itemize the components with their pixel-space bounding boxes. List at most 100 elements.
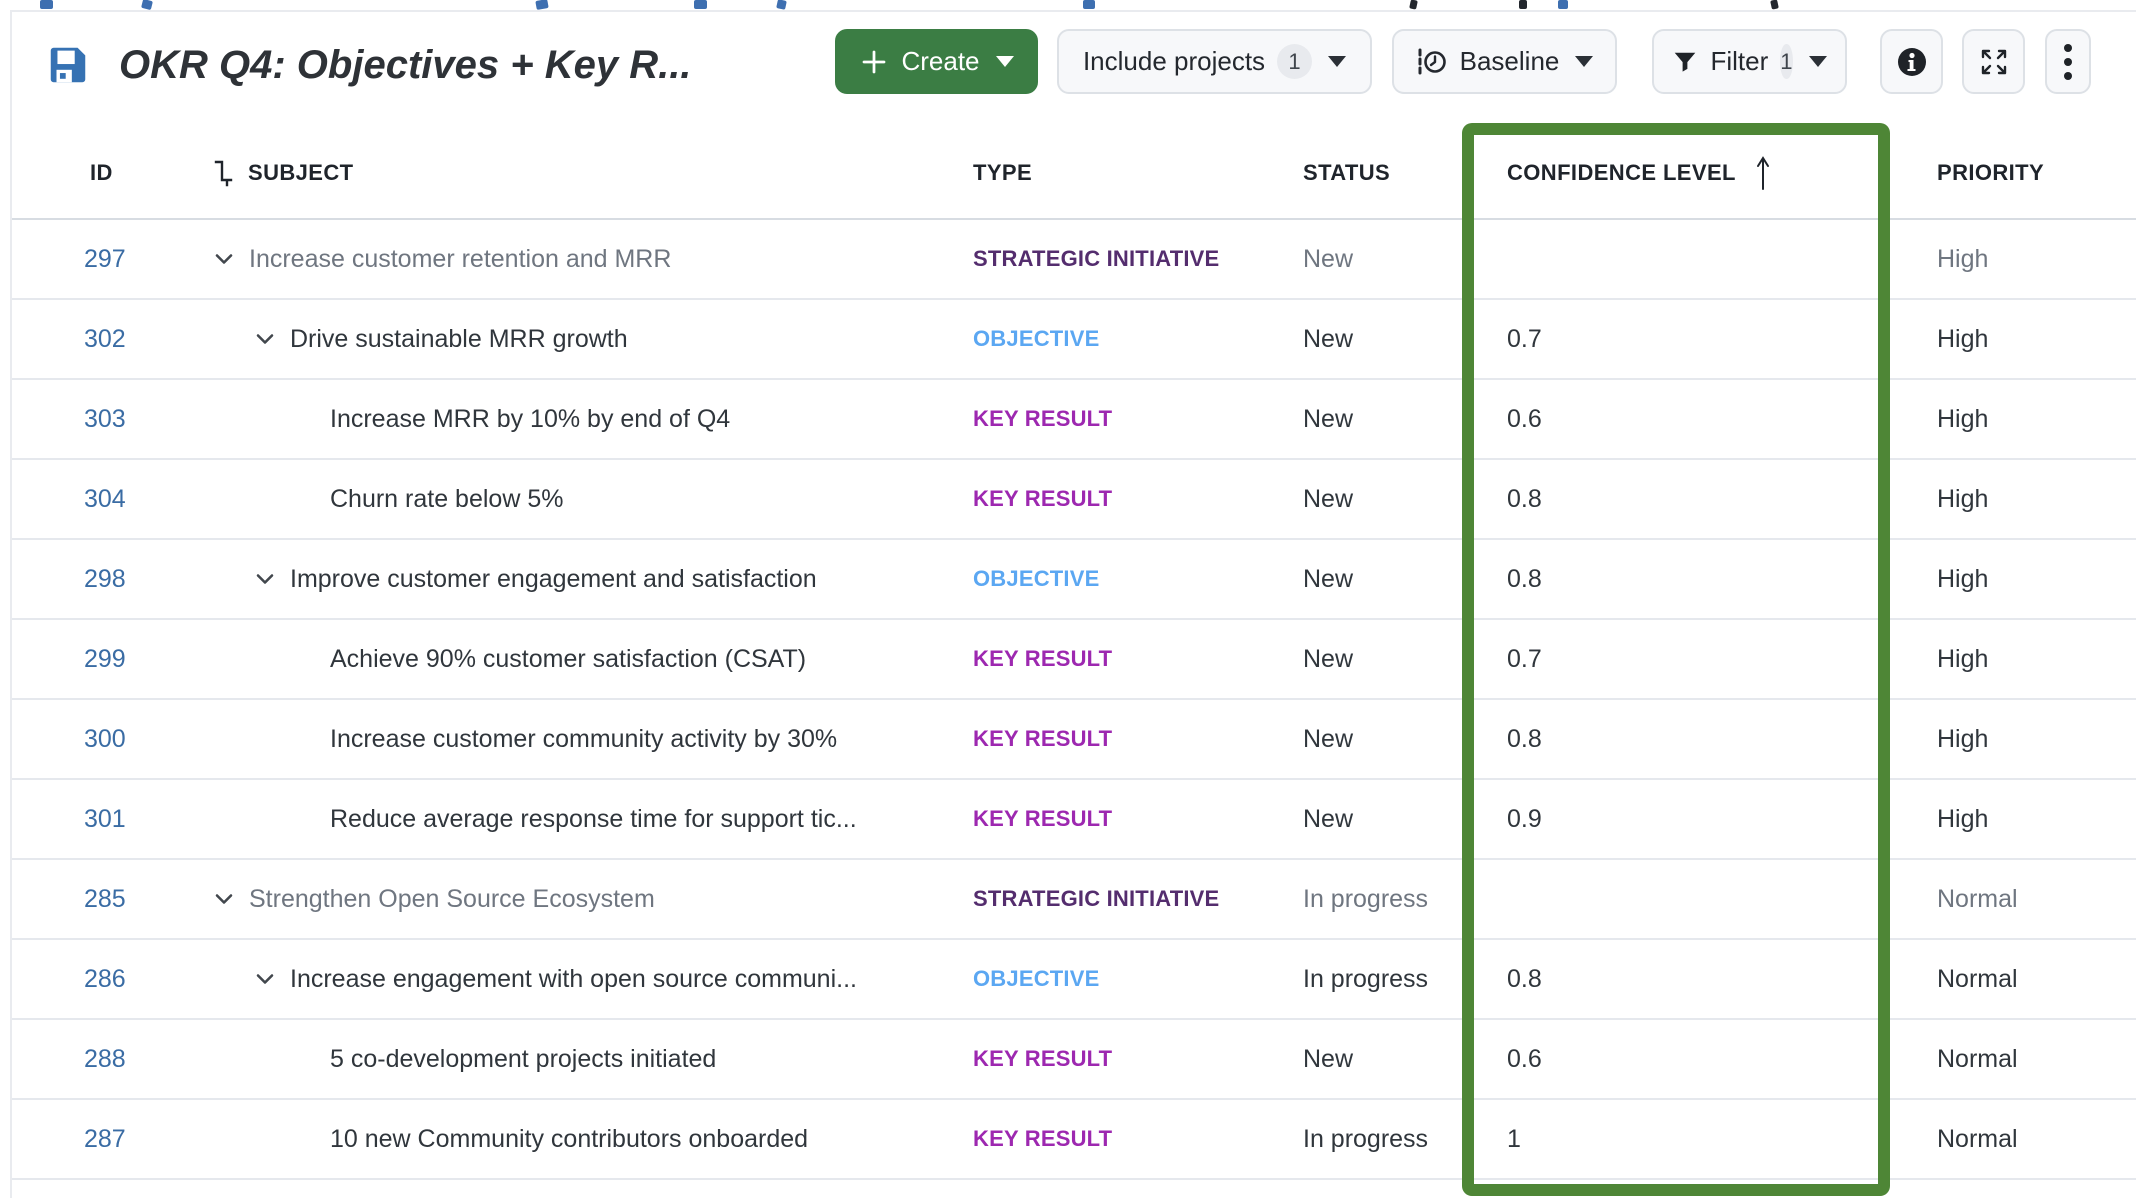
confidence-level-value: 1: [1507, 1124, 1521, 1153]
work-package-id-link[interactable]: 298: [84, 564, 126, 593]
id-cell: 302: [12, 300, 202, 378]
filter-button[interactable]: Filter 1: [1652, 29, 1847, 94]
priority-value: Normal: [1937, 1044, 2018, 1073]
include-projects-label: Include projects: [1082, 46, 1266, 76]
work-package-view: OKR Q4: Objectives + Key R... Create Inc…: [10, 10, 2136, 1198]
fullscreen-icon: [1978, 46, 2010, 78]
table-row[interactable]: 297 Increase customer retention and MRR …: [12, 220, 2136, 300]
type-label: KEY RESULT: [973, 1126, 1113, 1151]
work-package-id-link[interactable]: 304: [84, 484, 126, 513]
confidence-level-value: 0.8: [1507, 484, 1542, 513]
table-header-row: ID SUBJECT TYPE STATUS CONFIDENCE LEVEL: [12, 127, 2136, 220]
confidence-level-value: 0.8: [1507, 564, 1542, 593]
work-package-id-link[interactable]: 287: [84, 1124, 126, 1153]
work-package-id-link[interactable]: 297: [84, 244, 126, 273]
column-header-priority[interactable]: PRIORITY: [1937, 159, 2045, 185]
work-package-id-link[interactable]: 288: [84, 1044, 126, 1073]
create-button-label: Create: [901, 46, 980, 76]
id-cell: 286: [12, 940, 202, 1018]
id-cell: 300: [12, 700, 202, 778]
column-header-subject[interactable]: SUBJECT: [202, 159, 962, 187]
baseline-button[interactable]: Baseline: [1392, 29, 1617, 94]
table-row[interactable]: 288 5 co-development projects initiated …: [12, 1020, 2136, 1100]
info-icon: [1895, 45, 1929, 79]
column-header-status[interactable]: STATUS: [1303, 159, 1391, 185]
subject-cell: Increase engagement with open source com…: [202, 940, 962, 1018]
work-package-id-link[interactable]: 301: [84, 804, 126, 833]
filter-label: Filter: [1710, 46, 1769, 76]
type-label: KEY RESULT: [973, 486, 1113, 511]
priority-value: Normal: [1937, 1124, 2018, 1153]
clipped-text-fragment: [1409, 0, 1418, 10]
priority-value: High: [1937, 644, 1989, 673]
work-package-id-link[interactable]: 299: [84, 644, 126, 673]
table-row[interactable]: 302 Drive sustainable MRR growth OBJECTI…: [12, 300, 2136, 380]
confidence-level-value: 0.9: [1507, 804, 1542, 833]
collapse-chevron-icon[interactable]: [209, 244, 239, 274]
clipped-text-fragment: [1770, 0, 1779, 10]
id-cell: 298: [12, 540, 202, 618]
collapse-chevron-icon[interactable]: [250, 964, 280, 994]
subject-text: Increase engagement with open source com…: [290, 964, 857, 993]
priority-value: High: [1937, 484, 1989, 513]
status-value: New: [1303, 804, 1354, 833]
type-label: OBJECTIVE: [973, 566, 1100, 591]
sort-ascending-arrow-icon: [1754, 155, 1772, 191]
info-button[interactable]: [1880, 29, 1943, 94]
priority-value: Normal: [1937, 964, 2018, 993]
table-row[interactable]: 286 Increase engagement with open source…: [12, 940, 2136, 1020]
type-label: STRATEGIC INITIATIVE: [973, 886, 1220, 911]
hierarchy-icon[interactable]: [213, 159, 237, 187]
more-options-button[interactable]: [2045, 29, 2091, 94]
filter-count-badge: 1: [1780, 44, 1793, 79]
column-header-confidence-level[interactable]: CONFIDENCE LEVEL: [1467, 155, 1897, 191]
work-package-id-link[interactable]: 285: [84, 884, 126, 913]
subject-cell: Improve customer engagement and satisfac…: [202, 540, 962, 618]
subject-text: Achieve 90% customer satisfaction (CSAT): [330, 644, 807, 673]
column-header-id[interactable]: ID: [90, 159, 113, 185]
work-package-id-link[interactable]: 302: [84, 324, 126, 353]
collapse-chevron-icon[interactable]: [250, 324, 280, 354]
table-row[interactable]: 303 Increase MRR by 10% by end of Q4 KEY…: [12, 380, 2136, 460]
table-row[interactable]: 285 Strengthen Open Source Ecosystem STR…: [12, 860, 2136, 940]
table-row[interactable]: 300 Increase customer community activity…: [12, 700, 2136, 780]
clipped-text-fragment: [776, 0, 787, 10]
subject-cell: Increase MRR by 10% by end of Q4: [202, 380, 962, 458]
subject-cell: Increase customer retention and MRR: [202, 220, 962, 298]
toolbar: OKR Q4: Objectives + Key R... Create Inc…: [12, 12, 2136, 127]
subject-text: Increase customer retention and MRR: [249, 244, 672, 273]
fullscreen-button[interactable]: [1962, 29, 2025, 94]
subject-text: Reduce average response time for support…: [330, 804, 857, 833]
save-view-icon[interactable]: [45, 42, 91, 88]
priority-value: High: [1937, 724, 1989, 753]
type-label: KEY RESULT: [973, 806, 1113, 831]
table-row[interactable]: 304 Churn rate below 5% KEY RESULT New 0…: [12, 460, 2136, 540]
baseline-label: Baseline: [1459, 46, 1560, 76]
confidence-level-value: 0.6: [1507, 1044, 1542, 1073]
work-package-id-link[interactable]: 303: [84, 404, 126, 433]
subject-cell: Strengthen Open Source Ecosystem: [202, 860, 962, 938]
table-row[interactable]: 298 Improve customer engagement and sati…: [12, 540, 2136, 620]
collapse-chevron-icon[interactable]: [250, 564, 280, 594]
create-button[interactable]: Create: [835, 29, 1038, 94]
work-package-id-link[interactable]: 300: [84, 724, 126, 753]
table-row[interactable]: 287 10 new Community contributors onboar…: [12, 1100, 2136, 1180]
table-row[interactable]: 299 Achieve 90% customer satisfaction (C…: [12, 620, 2136, 700]
work-package-id-link[interactable]: 286: [84, 964, 126, 993]
confidence-level-value: 0.7: [1507, 324, 1542, 353]
collapse-chevron-icon[interactable]: [209, 884, 239, 914]
table-row[interactable]: 301 Reduce average response time for sup…: [12, 780, 2136, 860]
type-label: OBJECTIVE: [973, 966, 1100, 991]
priority-value: High: [1937, 404, 1989, 433]
include-projects-button[interactable]: Include projects 1: [1057, 29, 1372, 94]
chevron-down-icon: [995, 56, 1014, 67]
subject-text: 5 co-development projects initiated: [330, 1044, 717, 1073]
subject-cell: 5 co-development projects initiated: [202, 1020, 962, 1098]
subject-cell: Drive sustainable MRR growth: [202, 300, 962, 378]
subject-cell: Achieve 90% customer satisfaction (CSAT): [202, 620, 962, 698]
status-value: New: [1303, 484, 1354, 513]
id-cell: 288: [12, 1020, 202, 1098]
priority-value: High: [1937, 564, 1989, 593]
confidence-level-value: [1467, 860, 1897, 938]
column-header-type[interactable]: TYPE: [973, 159, 1033, 185]
